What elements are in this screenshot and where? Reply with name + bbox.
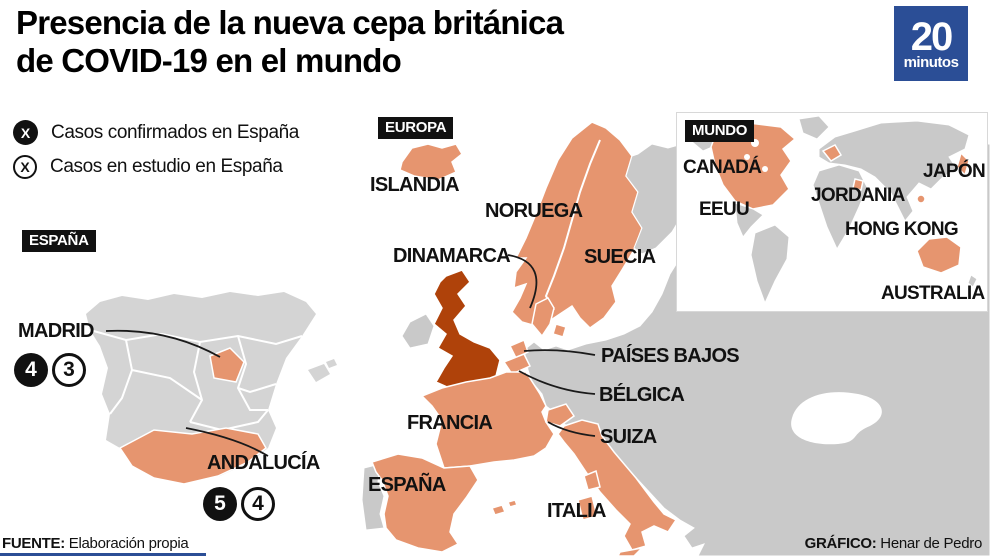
madrid-badges: 4 3 — [14, 353, 86, 387]
page-title: Presencia de la nueva cepa británica de … — [16, 4, 564, 80]
credit-label: GRÁFICO: — [804, 535, 877, 552]
europe-label-noruega: NORUEGA — [485, 200, 583, 222]
dinamarca-leader-line — [507, 254, 538, 309]
legend-confirmed: X Casos confirmados en España — [13, 120, 299, 145]
australia-shape — [916, 236, 962, 274]
world-label-eeuu: EEUU — [699, 199, 750, 220]
europe-label-islandia: ISLANDIA — [370, 174, 460, 196]
iceland-shape — [399, 143, 463, 181]
study-cases-icon: X — [13, 155, 37, 179]
paises-bajos-leader-line — [523, 349, 596, 356]
ireland-shape — [401, 313, 435, 349]
europe-section-tag: EUROPA — [378, 117, 454, 139]
andalucia-confirmed-badge: 5 — [203, 487, 237, 521]
study-cases-label: Casos en estudio en España — [50, 156, 283, 177]
title-line-2: de COVID-19 en el mundo — [16, 42, 402, 79]
source-credit: FUENTE: Elaboración propia — [2, 535, 189, 552]
madrid-confirmed-badge: 4 — [14, 353, 48, 387]
suiza-leader-line — [547, 421, 596, 437]
new-zealand-shape — [967, 274, 978, 288]
andalucia-leader-line — [185, 427, 269, 457]
world-section-tag: MUNDO — [685, 120, 755, 142]
world-label-hong-kong: HONG KONG — [845, 219, 959, 240]
norway-sweden-border — [544, 139, 601, 311]
south-america-shape — [750, 224, 790, 305]
denmark-islands — [552, 323, 567, 338]
confirmed-cases-icon: X — [13, 120, 38, 145]
europe-label-italia: ITALIA — [547, 500, 606, 522]
andalucia-label: ANDALUCÍA — [207, 452, 320, 474]
france-shape — [420, 371, 555, 469]
source-label: FUENTE: — [2, 535, 65, 552]
source-value: Elaboración propia — [68, 535, 189, 552]
balearics-shape — [490, 499, 519, 516]
footer-accent-bar — [0, 553, 206, 556]
graphic-credit: GRÁFICO: Henar de Pedro — [804, 535, 983, 552]
world-panel: MUNDO CANADÁ EEUU JAPÓN JORDANIA HONG KO… — [676, 112, 988, 312]
greenland-shape — [798, 115, 830, 140]
europe-label-suiza: SUIZA — [600, 426, 657, 448]
italy-shape — [557, 419, 678, 551]
belgica-leader-line — [518, 370, 596, 395]
madrid-leader-line — [105, 329, 221, 358]
world-label-australia: AUSTRALIA — [881, 283, 985, 304]
corsica-shape — [583, 469, 601, 491]
eurasia-shape — [818, 120, 970, 222]
20minutos-logo: 20 minutos — [894, 6, 968, 81]
central-america-shape — [734, 202, 764, 238]
balearic-islands-shape — [308, 359, 337, 382]
north-america-shape — [710, 122, 797, 210]
world-label-canada: CANADÁ — [683, 157, 762, 178]
japan-shape — [956, 151, 970, 177]
spain-section-tag: ESPAÑA — [22, 230, 96, 252]
andalucia-region-shape — [118, 427, 267, 485]
sicily-shape — [617, 546, 645, 556]
world-label-jordania: JORDANIA — [811, 185, 905, 206]
europe-label-belgica: BÉLGICA — [599, 384, 685, 406]
world-label-japon: JAPÓN — [923, 161, 986, 182]
switzerland-shape — [545, 403, 576, 427]
spain-map — [86, 292, 337, 485]
europe-label-espana: ESPAÑA — [368, 474, 446, 496]
jordan-shape — [852, 178, 864, 191]
hong-kong-shape — [916, 194, 926, 204]
europe-label-dinamarca: DINAMARCA — [393, 245, 511, 267]
belgium-shape — [502, 353, 532, 375]
logo-number: 20 — [910, 14, 953, 59]
europe-affected-hint — [821, 144, 843, 162]
europe-label-paises-bajos: PAÍSES BAJOS — [601, 345, 740, 367]
europe-label-francia: FRANCIA — [407, 412, 493, 434]
black-sea — [791, 392, 882, 445]
title-line-1: Presencia de la nueva cepa británica — [16, 4, 564, 41]
logo-word: minutos — [903, 53, 959, 71]
denmark-shape — [531, 297, 555, 338]
andalucia-study-badge: 4 — [241, 487, 275, 521]
spain-shape — [371, 453, 479, 553]
spain-region-borders — [89, 329, 303, 432]
andalucia-badges: 5 4 — [203, 487, 275, 521]
sardinia-shape — [577, 495, 598, 521]
europe-label-suecia: SUECIA — [584, 246, 656, 268]
legend-study: X Casos en estudio en España — [13, 155, 283, 179]
madrid-study-badge: 3 — [52, 353, 86, 387]
credit-value: Henar de Pedro — [880, 535, 982, 552]
confirmed-cases-label: Casos confirmados en España — [51, 121, 299, 143]
madrid-label: MADRID — [18, 320, 94, 342]
